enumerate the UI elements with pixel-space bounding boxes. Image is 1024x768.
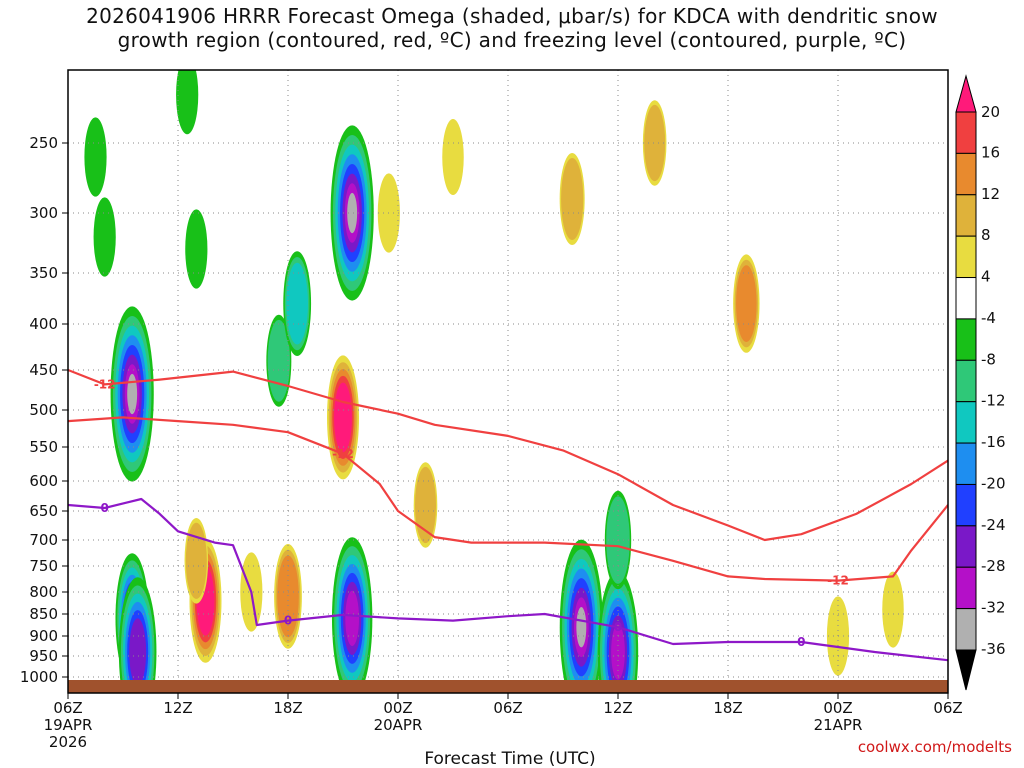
grid-lines [68, 70, 948, 693]
colorbar-swatch [955, 235, 977, 279]
y-tick-label: 1000 [20, 668, 58, 686]
x-year-label: 2026 [49, 733, 87, 751]
x-tick-label: 06Z [933, 699, 962, 717]
colorbar-swatch [955, 152, 977, 196]
credit-link[interactable]: coolwx.com/modelts [858, 738, 1012, 756]
colorbar-bottom-arrow [955, 649, 977, 691]
y-tick-label: 550 [29, 438, 58, 456]
omega-cell [414, 466, 437, 544]
x-tick-label: 18Z [713, 699, 742, 717]
x-tick-label: 00Z [823, 699, 852, 717]
colorbar-swatch [955, 566, 977, 610]
y-tick-label: 350 [29, 264, 58, 282]
y-tick-label: 650 [29, 502, 58, 520]
omega-cell [561, 158, 584, 240]
colorbar-label: -12 [981, 392, 1006, 410]
omega-cell [185, 209, 208, 289]
x-tick-label: 12Z [603, 699, 632, 717]
omega-cell [176, 70, 199, 135]
colorbar-swatch [955, 194, 977, 237]
y-tick-label: 250 [29, 134, 58, 152]
colorbar-label: 12 [981, 185, 1000, 203]
y-tick-label: 450 [29, 361, 58, 379]
colorbar-label: 16 [981, 143, 1000, 161]
colorbar-label: -4 [981, 309, 996, 327]
omega-cell [345, 590, 360, 647]
y-tick-label: 400 [29, 315, 58, 333]
colorbar-label: -20 [981, 474, 1006, 492]
x-axis-label: Forecast Time (UTC) [424, 749, 595, 768]
x-date-label: 21APR [814, 716, 863, 734]
colorbar-label: -24 [981, 516, 1006, 534]
contour-label: 0 [797, 635, 805, 649]
x-tick-label: 12Z [163, 699, 192, 717]
colorbar-label: -8 [981, 350, 996, 368]
y-tick-label: 300 [29, 204, 58, 222]
x-date-label: 19APR [44, 716, 93, 734]
colorbar-swatch [955, 525, 977, 568]
omega-cell [611, 624, 625, 680]
omega-cell [334, 382, 352, 453]
colorbar-label: 20 [981, 103, 1000, 121]
omega-cell [644, 104, 666, 182]
x-date-label: 20APR [374, 716, 423, 734]
omega-cell [349, 202, 356, 224]
omega-cell [277, 555, 299, 638]
contour-lines: -12 -12 -12 0 0 0 0 [68, 368, 948, 662]
y-tick-label: 800 [29, 583, 58, 601]
dgz-contour-upper [68, 368, 948, 542]
y-tick-label: 950 [29, 647, 58, 665]
colorbar-swatch [955, 111, 977, 154]
y-axis: 250 300 350 400 450 500 550 600 650 700 750 800 850 9… [20, 134, 68, 686]
contour-label: 0 [614, 620, 622, 634]
contour-label: 0 [100, 501, 108, 515]
omega-cell [185, 522, 207, 599]
dgz-contour-lower [68, 416, 948, 582]
colorbar-label: -28 [981, 557, 1006, 575]
colorbar-label: 8 [981, 226, 991, 244]
ground-terrain [68, 680, 948, 693]
colorbar-swatch [955, 401, 977, 444]
colorbar-swatch [955, 483, 977, 527]
omega-cell [286, 262, 309, 345]
y-tick-label: 700 [29, 531, 58, 549]
colorbar: 20 16 12 8 4 -4 -8 -12 -16 -20 -24 -28 -32 -36 [955, 74, 1006, 691]
omega-cell [84, 117, 107, 197]
y-tick-label: 500 [29, 401, 58, 419]
colorbar-swatch [955, 359, 977, 403]
colorbar-label: 4 [981, 268, 991, 286]
contour-label: -12 [827, 574, 849, 588]
y-tick-label: 600 [29, 472, 58, 490]
y-tick-label: 900 [29, 627, 58, 645]
x-tick-label: 00Z [383, 699, 412, 717]
colorbar-top-arrow [955, 74, 977, 113]
chart-title: 2026041906 HRRR Forecast Omega (shaded, … [0, 4, 1024, 52]
omega-cell [882, 571, 904, 648]
colorbar-label: -36 [981, 640, 1006, 658]
title-line-2: growth region (contoured, red, ºC) and f… [117, 28, 907, 52]
colorbar-swatch [955, 442, 977, 485]
colorbar-label: -16 [981, 433, 1006, 451]
contour-label: -12 [94, 377, 116, 391]
contour-label: -12 [332, 447, 354, 461]
omega-cell [129, 383, 136, 405]
x-tick-label: 18Z [273, 699, 302, 717]
omega-cell [129, 618, 147, 686]
y-tick-label: 750 [29, 557, 58, 575]
x-tick-label: 06Z [53, 699, 82, 717]
omega-cell [442, 119, 464, 195]
omega-cell [93, 197, 116, 277]
colorbar-label: -32 [981, 599, 1006, 617]
x-tick-label: 06Z [493, 699, 522, 717]
contour-label: 0 [284, 614, 292, 628]
y-tick-label: 850 [29, 605, 58, 623]
colorbar-swatch [955, 608, 977, 651]
omega-cell [736, 265, 757, 342]
freezing-level-contour [68, 497, 948, 662]
colorbar-swatch [955, 318, 977, 361]
title-line-1: 2026041906 HRRR Forecast Omega (shaded, … [86, 4, 938, 28]
colorbar-swatch [955, 277, 977, 320]
